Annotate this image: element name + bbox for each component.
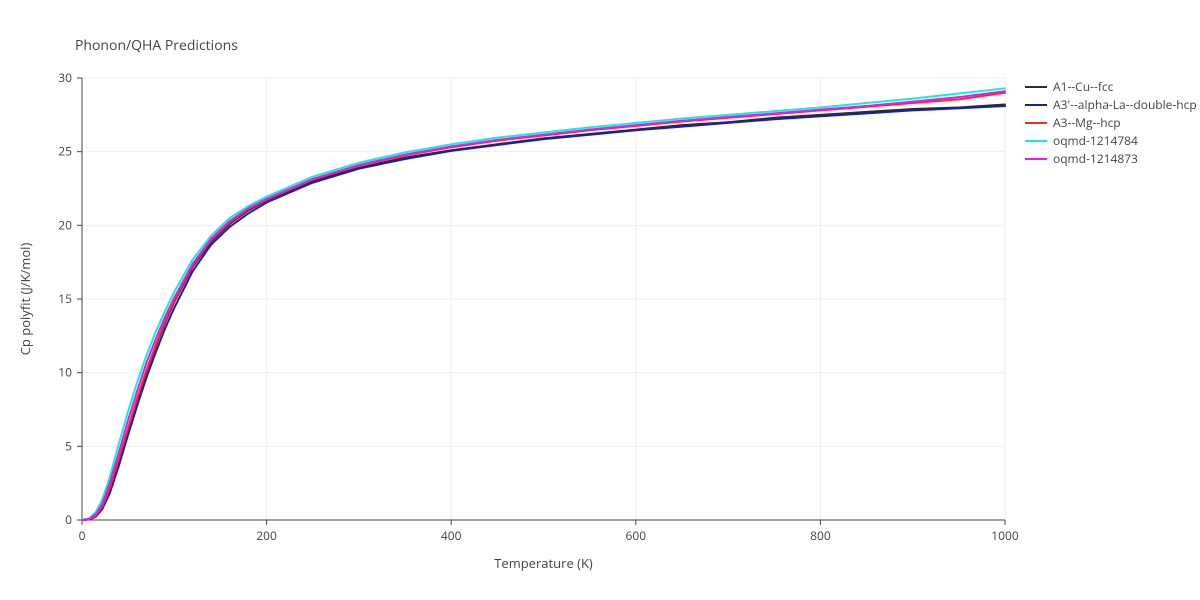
series-line	[82, 106, 1005, 520]
legend-item[interactable]: oqmd-1214784	[1025, 132, 1138, 149]
legend-label: oqmd-1214784	[1053, 132, 1138, 149]
chart-svg: 0 200 400 600 800 1000 0 5 10 15 20 25 30 Temperature…	[0, 0, 1200, 600]
y-tick-label: 5	[65, 437, 72, 454]
x-tick-label: 1000	[991, 527, 1019, 544]
x-axis-label: Temperature (K)	[494, 554, 593, 572]
y-tick-label: 10	[58, 364, 72, 381]
series-line	[82, 91, 1005, 520]
x-tick-label: 600	[626, 527, 647, 544]
x-tick-label: 800	[810, 527, 831, 544]
legend-swatch	[1025, 86, 1047, 88]
y-tick-label: 0	[65, 511, 72, 528]
legend-label: A3--Mg--hcp	[1053, 114, 1121, 131]
legend-item[interactable]: A3--Mg--hcp	[1025, 114, 1121, 131]
series-line	[82, 105, 1005, 520]
legend-swatch	[1025, 104, 1047, 106]
x-tick-label: 400	[441, 527, 462, 544]
legend-label: oqmd-1214873	[1053, 150, 1138, 167]
legend-swatch	[1025, 122, 1047, 124]
legend-swatch	[1025, 140, 1047, 142]
y-tick-label: 15	[58, 290, 72, 307]
legend-item[interactable]: A3'--alpha-La--double-hcp	[1025, 96, 1197, 113]
chart-title: Phonon/QHA Predictions	[75, 36, 238, 55]
legend-swatch	[1025, 158, 1047, 160]
y-tick-label: 20	[58, 216, 72, 233]
x-tick-label: 200	[256, 527, 277, 544]
chart-container: Phonon/QHA Predictions 02004006008001000…	[0, 0, 1200, 600]
y-axis-label: Cp polyfit (J/K/mol)	[16, 243, 34, 356]
x-tick-label: 0	[79, 527, 86, 544]
series-line	[82, 88, 1005, 520]
series-line	[82, 93, 1005, 520]
legend-item[interactable]: oqmd-1214873	[1025, 150, 1138, 167]
y-tick-label: 30	[58, 69, 72, 86]
legend-item[interactable]: A1--Cu--fcc	[1025, 78, 1113, 95]
legend-label: A1--Cu--fcc	[1053, 78, 1113, 95]
legend-label: A3'--alpha-La--double-hcp	[1053, 96, 1197, 113]
y-tick-label: 25	[58, 143, 72, 160]
